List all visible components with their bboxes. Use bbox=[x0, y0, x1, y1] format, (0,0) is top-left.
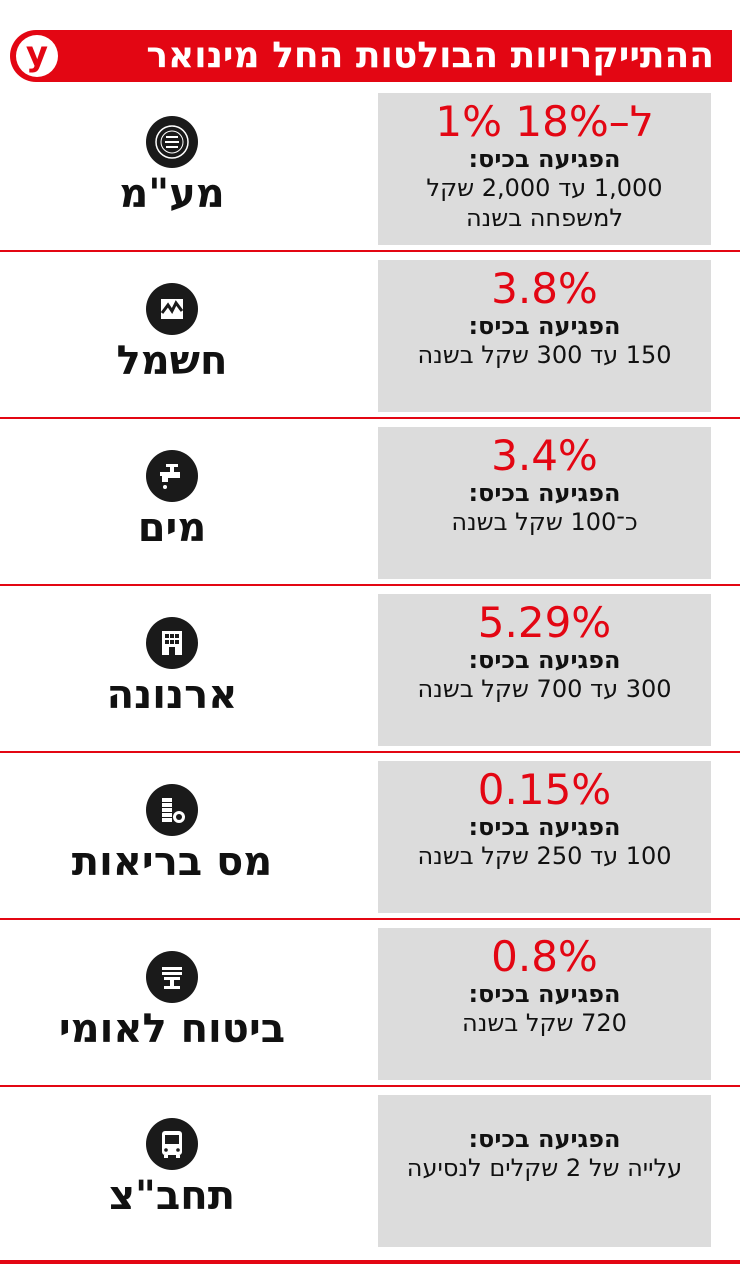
impact-label: הפגיעה בכיס: bbox=[468, 479, 621, 507]
electric-company-icon bbox=[146, 283, 198, 335]
impact-text: 150 עד 300 שקל בשנה bbox=[417, 341, 672, 369]
row-water: מים 3.4% הפגיעה בכיס: כ־100 שקל בשנה bbox=[0, 419, 740, 586]
impact-label: הפגיעה בכיס: bbox=[468, 646, 621, 674]
row-divider bbox=[0, 918, 740, 920]
increase-percent: 3.8% bbox=[491, 264, 598, 313]
row-public-transport: תחב"צ הפגיעה בכיס: עלייה של 2 שקלים לנסי… bbox=[0, 1087, 740, 1254]
menorah-icon bbox=[146, 951, 198, 1003]
impact-box: 3.8% הפגיעה בכיס: 150 עד 300 שקל בשנה bbox=[378, 260, 711, 412]
increase-percent: 3.4% bbox=[491, 431, 598, 480]
impact-text: 1,000 עד 2,000 שקל למשפחה בשנה bbox=[426, 174, 663, 232]
row-label-column: ארנונה bbox=[20, 586, 320, 753]
building-icon bbox=[146, 617, 198, 669]
impact-text: 720 שקל בשנה bbox=[462, 1009, 627, 1037]
impact-label: הפגיעה בכיס: bbox=[468, 1125, 621, 1153]
row-title: תחב"צ bbox=[108, 1173, 236, 1219]
row-divider bbox=[0, 584, 740, 586]
row-title: מים bbox=[137, 505, 207, 551]
row-health-tax: מס בריאות 0.15% הפגיעה בכיס: 100 עד 250 … bbox=[0, 753, 740, 920]
row-label-column: מע"מ bbox=[20, 85, 320, 252]
row-label-column: ביטוח לאומי bbox=[20, 920, 320, 1087]
impact-label: הפגיעה בכיס: bbox=[468, 980, 621, 1008]
row-property-tax: ארנונה 5.29% הפגיעה בכיס: 300 עד 700 שקל… bbox=[0, 586, 740, 753]
impact-text: כ־100 שקל בשנה bbox=[451, 508, 638, 536]
row-title: חשמל bbox=[116, 338, 228, 384]
row-label-column: חשמל bbox=[20, 252, 320, 419]
row-divider bbox=[0, 1085, 740, 1087]
row-title: ארנונה bbox=[106, 672, 238, 718]
row-national-insurance: ביטוח לאומי 0.8% הפגיעה בכיס: 720 שקל בש… bbox=[0, 920, 740, 1087]
row-title: ביטוח לאומי bbox=[58, 1006, 286, 1052]
impact-box: 5.29% הפגיעה בכיס: 300 עד 700 שקל בשנה bbox=[378, 594, 711, 746]
row-electricity: חשמל 3.8% הפגיעה בכיס: 150 עד 300 שקל בש… bbox=[0, 252, 740, 419]
row-label-column: מים bbox=[20, 419, 320, 586]
impact-box: 1% ל–18% הפגיעה בכיס: 1,000 עד 2,000 שקל… bbox=[378, 93, 711, 245]
increase-percent: 0.15% bbox=[477, 765, 612, 814]
increase-percent: 5.29% bbox=[477, 598, 612, 647]
coins-icon bbox=[146, 784, 198, 836]
tax-authority-seal-icon bbox=[146, 116, 198, 168]
header-bar: ההתייקרויות הבולטות החל מינואר y bbox=[10, 30, 732, 82]
impact-box: 0.8% הפגיעה בכיס: 720 שקל בשנה bbox=[378, 928, 711, 1080]
row-label-column: מס בריאות bbox=[20, 753, 320, 920]
bus-icon bbox=[146, 1118, 198, 1170]
row-divider bbox=[0, 751, 740, 753]
impact-box: 3.4% הפגיעה בכיס: כ־100 שקל בשנה bbox=[378, 427, 711, 579]
row-divider bbox=[0, 417, 740, 419]
impact-label: הפגיעה בכיס: bbox=[468, 813, 621, 841]
impact-text: עלייה של 2 שקלים לנסיעה bbox=[406, 1154, 683, 1182]
row-title: מס בריאות bbox=[71, 839, 273, 885]
page-title: ההתייקרויות הבולטות החל מינואר bbox=[146, 35, 714, 76]
row-divider bbox=[0, 250, 740, 252]
row-title: מע"מ bbox=[119, 171, 225, 217]
impact-label: הפגיעה בכיס: bbox=[468, 145, 621, 173]
impact-box: 0.15% הפגיעה בכיס: 100 עד 250 שקל בשנה bbox=[378, 761, 711, 913]
row-vat: מע"מ 1% ל–18% הפגיעה בכיס: 1,000 עד 2,00… bbox=[0, 85, 740, 252]
row-label-column: תחב"צ bbox=[20, 1087, 320, 1254]
increase-percent: 0.8% bbox=[491, 932, 598, 981]
brand-logo-icon: y bbox=[16, 35, 58, 77]
impact-box: הפגיעה בכיס: עלייה של 2 שקלים לנסיעה bbox=[378, 1095, 711, 1247]
bottom-divider bbox=[0, 1260, 740, 1264]
impact-text: 300 עד 700 שקל בשנה bbox=[417, 675, 672, 703]
increase-percent: 1% ל–18% bbox=[435, 97, 654, 146]
impact-label: הפגיעה בכיס: bbox=[468, 312, 621, 340]
faucet-icon bbox=[146, 450, 198, 502]
impact-text: 100 עד 250 שקל בשנה bbox=[417, 842, 672, 870]
